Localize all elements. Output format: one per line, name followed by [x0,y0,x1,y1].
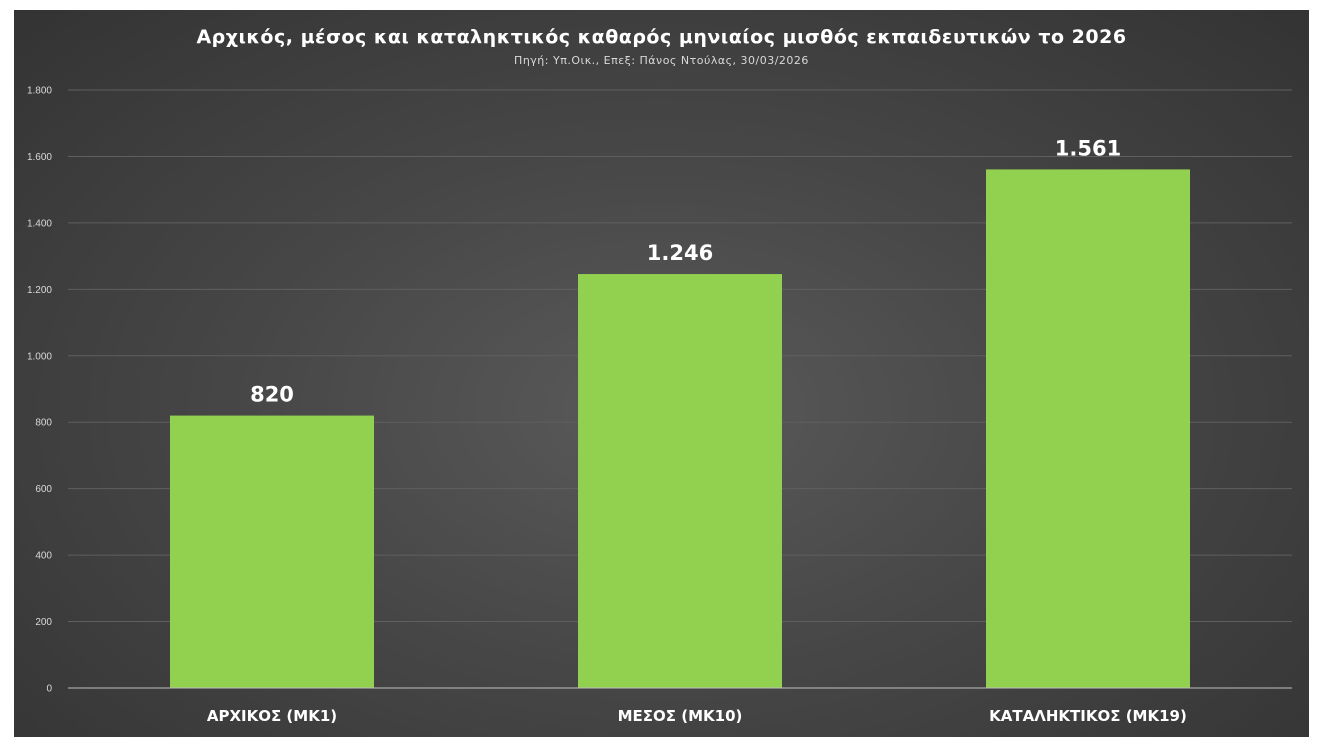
y-tick-label: 1.600 [27,152,52,163]
y-tick-label: 1.400 [27,218,52,229]
x-category-label: ΜΕΣΟΣ (ΜΚ10) [618,707,743,725]
y-tick-label: 400 [35,551,52,562]
y-tick-label: 800 [35,418,52,429]
bar[interactable] [578,274,782,688]
y-tick-label: 600 [35,484,52,495]
bar[interactable] [170,415,374,688]
chart-title: Αρχικός, μέσος και καταληκτικός καθαρός … [196,26,1127,48]
y-tick-label: 1.200 [27,285,52,296]
chart-subtitle: Πηγή: Υπ.Οικ., Επεξ: Πάνος Ντούλας, 30/0… [514,54,809,67]
bar[interactable] [986,169,1190,688]
y-tick-label: 0 [46,684,52,695]
bar-chart: 0 200 400 600 800 1.000 1.200 1.400 1.600 1.800 82… [27,86,1292,725]
chart-frame: Αρχικός, μέσος και καταληκτικός καθαρός … [14,10,1309,737]
x-category-label: ΚΑΤΑΛΗΚΤΙΚΟΣ (ΜΚ19) [989,707,1187,725]
y-tick-label: 1.800 [27,86,52,97]
y-tick-label: 1.000 [27,351,52,362]
data-label: 1.561 [1055,136,1121,160]
data-label: 1.246 [647,241,713,265]
x-category-label: ΑΡΧΙΚΟΣ (ΜΚ1) [207,707,337,725]
data-label: 820 [250,383,294,407]
y-tick-label: 200 [35,617,52,628]
